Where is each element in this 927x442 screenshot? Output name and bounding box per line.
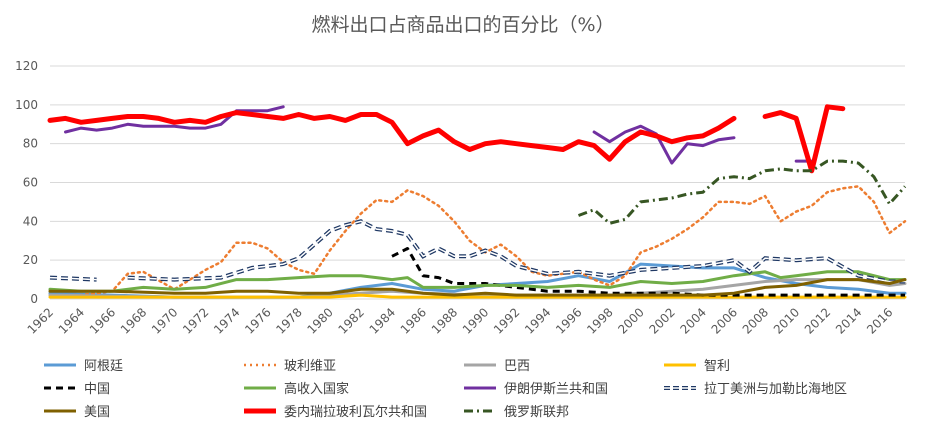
chart-title: 燃料出口占商品出口的百分比（%） — [311, 14, 614, 36]
x-axis-ticks: 1962 1964 1966 1968 1970 1972 1974 1976 1978 1980… — [25, 305, 896, 336]
x-tick-label: 2004 — [678, 305, 709, 336]
x-tick-label: 1984 — [367, 305, 398, 336]
x-tick-label: 1988 — [429, 305, 460, 336]
y-tick-label: 40 — [23, 214, 38, 228]
y-tick-label: 120 — [15, 59, 38, 73]
x-tick-label: 1990 — [460, 305, 491, 336]
legend-label: 阿根廷 — [84, 359, 123, 374]
x-tick-label: 1970 — [149, 305, 180, 336]
x-tick-label: 1978 — [273, 305, 304, 336]
series-line — [592, 124, 736, 165]
x-tick-label: 1980 — [304, 305, 335, 336]
x-tick-label: 1968 — [118, 305, 149, 336]
x-tick-label: 1964 — [56, 305, 87, 336]
x-tick-label: 1972 — [180, 305, 211, 336]
series-line — [762, 104, 846, 174]
series-line — [48, 185, 907, 297]
y-axis-ticks: 0 20 40 60 80 100 120 — [15, 59, 38, 306]
x-tick-label: 1974 — [211, 305, 242, 336]
series-line — [48, 270, 907, 293]
legend-label: 高收入国家 — [284, 381, 349, 397]
x-tick-label: 2002 — [646, 305, 677, 336]
legend-label: 美国 — [84, 405, 110, 420]
series-line — [48, 293, 907, 299]
legend-label: 委内瑞拉玻利瓦尔共和国 — [284, 404, 427, 420]
x-tick-label: 2016 — [864, 305, 895, 336]
legend-label: 伊朗伊斯兰共和国 — [504, 382, 608, 397]
x-tick-label: 1976 — [242, 305, 273, 336]
y-tick-label: 20 — [23, 253, 38, 267]
series-line — [48, 278, 907, 297]
series-line — [49, 276, 97, 281]
grid-lines — [50, 65, 905, 300]
series-line-outline — [127, 219, 905, 284]
legend-label: 玻利维亚 — [284, 359, 336, 374]
x-tick-label: 2008 — [740, 305, 771, 336]
series-line — [64, 105, 285, 134]
series-line — [577, 159, 907, 225]
legend-label: 俄罗斯联邦 — [504, 405, 569, 420]
x-tick-label: 2014 — [833, 305, 864, 336]
x-tick-label: 1982 — [336, 305, 367, 336]
y-tick-label: 0 — [30, 292, 38, 306]
x-tick-label: 1966 — [87, 305, 118, 336]
x-tick-label: 2000 — [615, 305, 646, 336]
series-line — [47, 110, 737, 162]
x-tick-label: 1998 — [584, 305, 615, 336]
x-tick-label: 2006 — [709, 305, 740, 336]
x-tick-label: 1962 — [25, 305, 56, 336]
y-tick-label: 80 — [23, 137, 38, 151]
legend-label: 中国 — [84, 382, 110, 397]
x-tick-label: 2010 — [771, 305, 802, 336]
series-line — [391, 247, 905, 297]
series-line — [127, 220, 905, 283]
x-tick-label: 1994 — [522, 305, 553, 336]
x-tick-label: 1992 — [491, 305, 522, 336]
x-tick-label: 2012 — [802, 305, 833, 336]
y-tick-label: 100 — [15, 98, 38, 112]
x-tick-label: 1996 — [553, 305, 584, 336]
x-tick-label: 1986 — [398, 305, 429, 336]
legend-label: 智利 — [704, 359, 730, 374]
series-lines — [47, 104, 907, 299]
legend-label: 拉丁美洲与加勒比海地区 — [704, 382, 847, 397]
legend-label: 巴西 — [504, 359, 530, 374]
y-tick-label: 60 — [23, 176, 38, 190]
